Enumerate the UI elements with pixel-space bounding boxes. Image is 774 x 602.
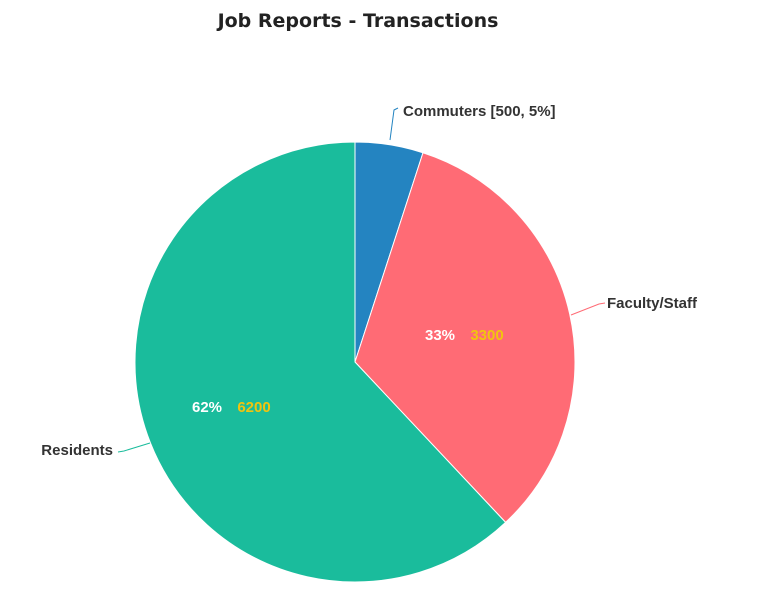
- slice-value-label: 6200: [237, 399, 270, 416]
- slice-labels: Commuters [500, 5%] Faculty/Staff 33% 3300 R…: [41, 103, 698, 459]
- slice-percent-label: 33%: [425, 327, 455, 344]
- slice-value-label: 3300: [470, 327, 503, 344]
- leader-line: [117, 442, 151, 453]
- slice-percent-label: 62%: [192, 399, 222, 416]
- leader-line: [389, 107, 399, 141]
- label-leader-lines: [117, 107, 606, 453]
- leader-line: [570, 302, 606, 316]
- chart-title: Job Reports - Transactions: [217, 10, 499, 32]
- slice-label: Faculty/Staff: [607, 295, 698, 312]
- slice-label: Residents: [41, 442, 113, 459]
- pie-slices: [134, 141, 576, 583]
- pie-slice-faculty-staff[interactable]: [354, 152, 576, 524]
- slice-label: Commuters [500, 5%]: [403, 103, 556, 120]
- pie-slice-residents[interactable]: [134, 141, 507, 583]
